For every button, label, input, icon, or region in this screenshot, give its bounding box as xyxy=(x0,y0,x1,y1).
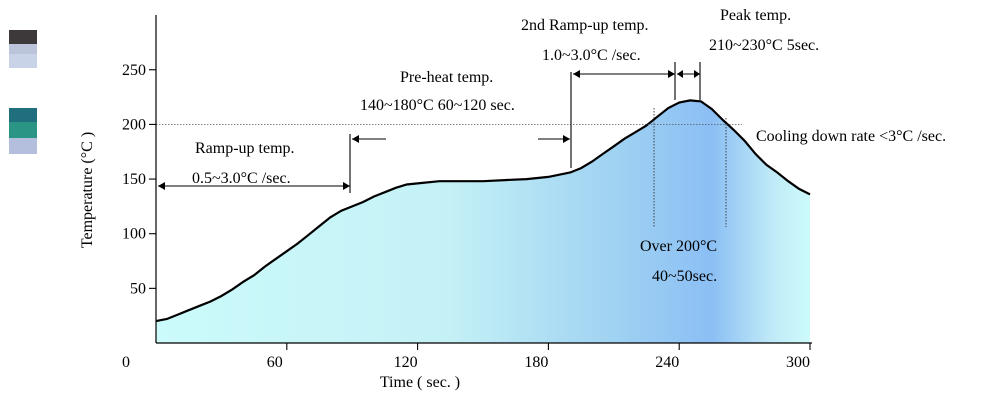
y-tick-label: 50 xyxy=(130,280,146,297)
ramp-up-2-value: 1.0~3.0°C /sec. xyxy=(542,47,641,64)
ramp-up-2-title: 2nd Ramp-up temp. xyxy=(521,17,649,34)
over-200-value: 40~50sec. xyxy=(652,268,717,285)
x-tick-label: 240 xyxy=(655,354,679,371)
ramp-up-value: 0.5~3.0°C /sec. xyxy=(192,170,291,187)
y-axis-label: Temperature (°C ) xyxy=(79,132,96,248)
preheat-annotation: Pre-heat temp. 140~180°C 60~120 sec. xyxy=(352,69,572,168)
x-tick-label: 180 xyxy=(524,354,548,371)
over-200-title: Over 200°C xyxy=(640,238,717,255)
peak-title: Peak temp. xyxy=(720,7,791,24)
preheat-title: Pre-heat temp. xyxy=(400,69,493,86)
legend-swatch-2 xyxy=(9,108,37,154)
ramp-up-title: Ramp-up temp. xyxy=(195,140,295,157)
temperature-curve xyxy=(155,99,811,323)
y-tick-label: 100 xyxy=(122,226,146,243)
legend-swatch-1 xyxy=(9,30,37,68)
x-tick-label: 300 xyxy=(786,354,810,371)
preheat-value: 140~180°C 60~120 sec. xyxy=(360,97,515,114)
over-200-annotation: Over 200°C 40~50sec. xyxy=(640,108,727,285)
ramp-up-2-annotation: 2nd Ramp-up temp. 1.0~3.0°C /sec. xyxy=(521,17,676,100)
cooling-rate-label: Cooling down rate <3°C /sec. xyxy=(756,128,946,145)
x-tick-label: 0 xyxy=(122,354,130,371)
x-tick-label: 60 xyxy=(267,354,283,371)
y-tick-label: 150 xyxy=(122,171,146,188)
x-tick-label: 120 xyxy=(394,354,418,371)
peak-value: 210~230°C 5sec. xyxy=(709,37,819,54)
y-tick-label: 250 xyxy=(122,62,146,79)
peak-annotation: Peak temp. 210~230°C 5sec. xyxy=(677,7,819,100)
x-axis-label: Time ( sec. ) xyxy=(380,374,460,391)
temperature-area xyxy=(156,100,810,344)
y-tick-label: 200 xyxy=(122,116,146,133)
ramp-up-annotation: Ramp-up temp. 0.5~3.0°C /sec. xyxy=(158,134,351,193)
